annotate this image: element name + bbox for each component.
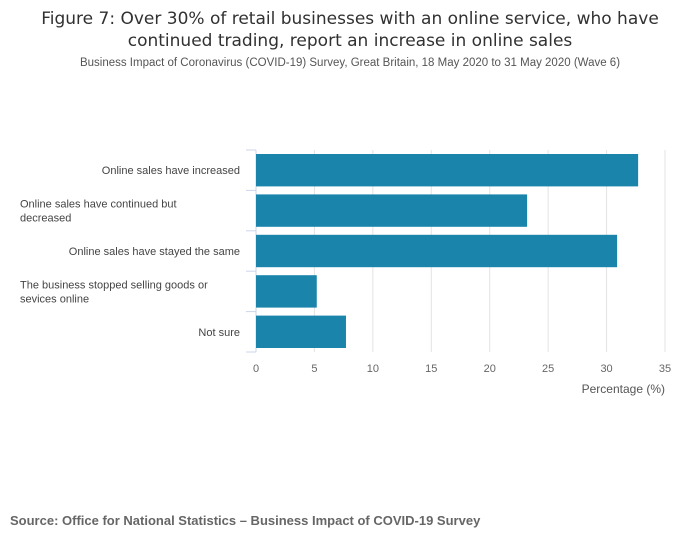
- chart-subtitle: Business Impact of Coronavirus (COVID-19…: [79, 57, 621, 69]
- x-tick-label: 10: [367, 363, 379, 375]
- bar: [256, 234, 618, 268]
- source-note: Source: Office for National Statistics –…: [10, 513, 481, 528]
- title-line: Figure 7: Over 30% of retail businesses …: [41, 9, 659, 29]
- x-tick-label: 30: [600, 363, 612, 375]
- bar: [256, 194, 528, 227]
- bar: [256, 275, 317, 308]
- x-axis-title: Percentage (%): [582, 382, 665, 396]
- x-tick-label: 15: [425, 363, 437, 375]
- y-category-label: The business stopped selling goods or: [20, 279, 208, 291]
- x-tick-label: 35: [659, 363, 671, 375]
- bar: [256, 315, 346, 348]
- x-tick-label: 5: [311, 363, 317, 375]
- y-category-label: Online sales have increased: [102, 165, 240, 177]
- chart-title: Figure 7: Over 30% of retail businesses …: [0, 8, 700, 52]
- bar: [256, 154, 639, 187]
- y-category-label: Not sure: [198, 327, 240, 339]
- x-tick-label: 0: [253, 363, 259, 375]
- x-tick-label: 20: [484, 363, 496, 375]
- x-tick-label: 25: [542, 363, 554, 375]
- y-category-label: Online sales have continued but: [20, 199, 177, 211]
- y-category-label: sevices online: [20, 293, 89, 305]
- y-category-label: decreased: [20, 213, 71, 225]
- y-category-label: Online sales have stayed the same: [69, 246, 240, 258]
- title-line: continued trading, report an increase in…: [127, 31, 573, 51]
